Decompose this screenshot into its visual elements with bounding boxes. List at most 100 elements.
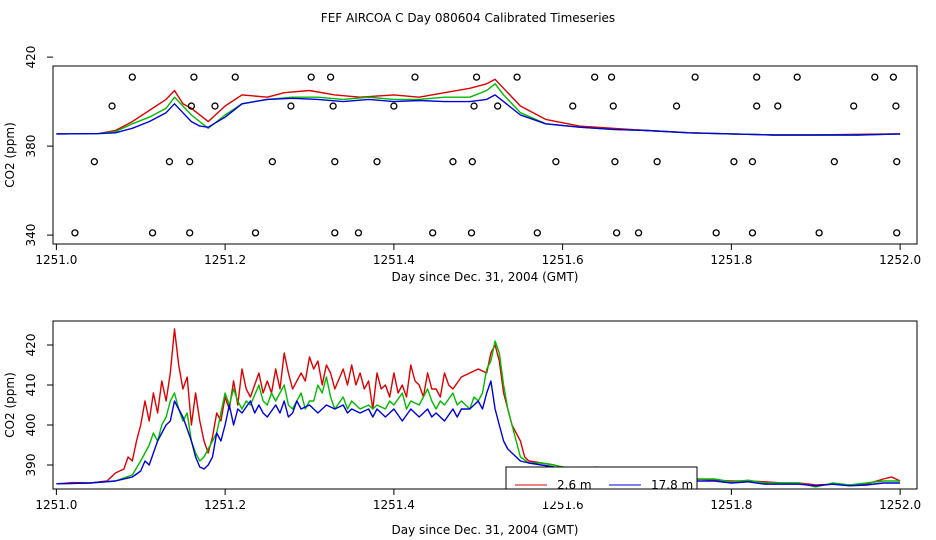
y-tick-label: 410 bbox=[24, 374, 38, 397]
top-y-axis-label: CO2 (ppm) bbox=[3, 122, 17, 188]
flag-marker bbox=[552, 158, 560, 166]
flag-marker bbox=[748, 229, 757, 237]
bottom-series bbox=[56, 328, 901, 488]
flag-marker bbox=[753, 102, 761, 110]
flag-marker bbox=[691, 73, 699, 81]
flag-marker bbox=[513, 73, 521, 81]
flag-marker bbox=[607, 73, 616, 81]
flag-marker bbox=[287, 102, 295, 110]
flag-marker bbox=[411, 73, 419, 81]
top-y-axis: 340 380 420 bbox=[24, 46, 53, 247]
x-tick-label: 1251.8 bbox=[710, 253, 752, 267]
flag-marker bbox=[611, 158, 619, 166]
flag-marker bbox=[231, 73, 239, 81]
bottom-y-axis-label: CO2 (ppm) bbox=[3, 372, 17, 438]
flag-marker bbox=[672, 102, 681, 110]
flag-marker bbox=[609, 102, 617, 110]
series-line-2-6-m bbox=[56, 328, 901, 486]
flag-marker bbox=[850, 102, 858, 110]
flag-marker bbox=[467, 229, 476, 237]
flag-marker bbox=[354, 229, 363, 237]
x-tick-label: 1251.4 bbox=[373, 253, 415, 267]
flag-marker bbox=[108, 102, 116, 110]
series-line-17-8-m bbox=[56, 94, 901, 136]
flag-marker bbox=[390, 102, 398, 110]
flag-marker bbox=[591, 73, 599, 81]
flag-marker bbox=[830, 158, 838, 166]
flag-marker bbox=[268, 158, 277, 166]
bottom-plot-frame bbox=[52, 320, 918, 490]
flag-marker bbox=[165, 158, 174, 166]
flag-marker bbox=[753, 73, 761, 81]
flag-marker bbox=[148, 229, 157, 237]
legend-clip-mask bbox=[500, 489, 710, 502]
bottom-x-axis-label: Day since Dec. 31, 2004 (GMT) bbox=[392, 523, 579, 537]
top-plot-frame bbox=[52, 65, 918, 245]
x-tick-label: 1251.0 bbox=[35, 498, 77, 512]
y-tick-label: 340 bbox=[24, 224, 38, 247]
flag-marker bbox=[331, 158, 339, 166]
top-x-axis: 1251.0 1251.2 1251.4 1251.6 1251.8 1252.0 bbox=[35, 244, 921, 267]
flag-marker bbox=[892, 102, 900, 110]
flag-marker bbox=[449, 158, 457, 166]
series-line-2-6-m bbox=[56, 78, 901, 136]
flag-marker bbox=[634, 229, 643, 237]
flag-marker bbox=[871, 73, 879, 81]
flag-marker bbox=[373, 158, 381, 166]
flag-marker bbox=[307, 73, 315, 81]
series-line-17-8-m bbox=[56, 380, 901, 487]
x-tick-label: 1251.8 bbox=[710, 498, 752, 512]
flag-marker bbox=[71, 229, 79, 237]
flag-marker bbox=[128, 73, 136, 81]
flag-marker bbox=[748, 158, 757, 166]
flag-marker bbox=[470, 102, 478, 110]
y-tick-label: 390 bbox=[24, 454, 38, 477]
flag-marker bbox=[90, 158, 98, 166]
flag-marker bbox=[472, 73, 481, 81]
bottom-y-axis: 390 400 410 420 bbox=[24, 334, 53, 477]
flag-marker bbox=[653, 158, 661, 166]
bottom-panel: 1251.0 1251.2 1251.4 1251.6 1251.8 1252.0 390… bbox=[3, 320, 921, 537]
legend-box bbox=[505, 466, 698, 490]
legend-label-17-8m: 17.8 m bbox=[651, 478, 693, 492]
y-tick-label: 380 bbox=[24, 135, 38, 158]
x-tick-label: 1251.2 bbox=[204, 498, 246, 512]
x-tick-label: 1252.0 bbox=[879, 253, 921, 267]
flag-marker bbox=[186, 229, 194, 237]
flag-marker bbox=[893, 158, 901, 166]
top-series bbox=[56, 78, 901, 136]
flag-marker bbox=[494, 102, 502, 110]
flag-marker bbox=[329, 102, 337, 110]
flag-marker bbox=[793, 73, 801, 81]
bottom-x-axis: 1251.0 1251.2 1251.4 1251.6 1251.8 1252.0 bbox=[35, 489, 921, 512]
series-line-8-8-m bbox=[56, 340, 901, 488]
y-tick-label: 420 bbox=[24, 334, 38, 357]
legend-label-2-6m: 2.6 m bbox=[557, 478, 592, 492]
flag-marker bbox=[569, 102, 577, 110]
flag-marker bbox=[468, 158, 476, 166]
flag-marker bbox=[712, 229, 720, 237]
series-line-8-8-m bbox=[56, 83, 901, 136]
flag-marker bbox=[533, 229, 541, 237]
y-tick-label: 420 bbox=[24, 46, 38, 69]
top-panel: 1251.0 1251.2 1251.4 1251.6 1251.8 1252.0 340… bbox=[3, 46, 921, 284]
flag-marker bbox=[815, 229, 823, 237]
x-tick-label: 1251.6 bbox=[542, 253, 584, 267]
x-tick-label: 1251.2 bbox=[204, 253, 246, 267]
flag-marker bbox=[211, 102, 219, 110]
flag-marker bbox=[190, 73, 198, 81]
x-tick-label: 1252.0 bbox=[879, 498, 921, 512]
flag-marker bbox=[612, 229, 621, 237]
flag-marker bbox=[187, 102, 196, 110]
flag-marker bbox=[893, 229, 901, 237]
flag-marker bbox=[331, 229, 339, 237]
top-x-axis-label: Day since Dec. 31, 2004 (GMT) bbox=[392, 270, 579, 284]
flag-marker bbox=[774, 102, 782, 110]
flag-marker bbox=[889, 73, 898, 81]
x-tick-label: 1251.4 bbox=[373, 498, 415, 512]
top-flag-markers bbox=[71, 73, 901, 237]
flag-marker bbox=[186, 158, 194, 166]
legend: 2.6 m 17.8 m bbox=[500, 466, 710, 502]
x-tick-label: 1251.0 bbox=[35, 253, 77, 267]
flag-marker bbox=[429, 229, 437, 237]
